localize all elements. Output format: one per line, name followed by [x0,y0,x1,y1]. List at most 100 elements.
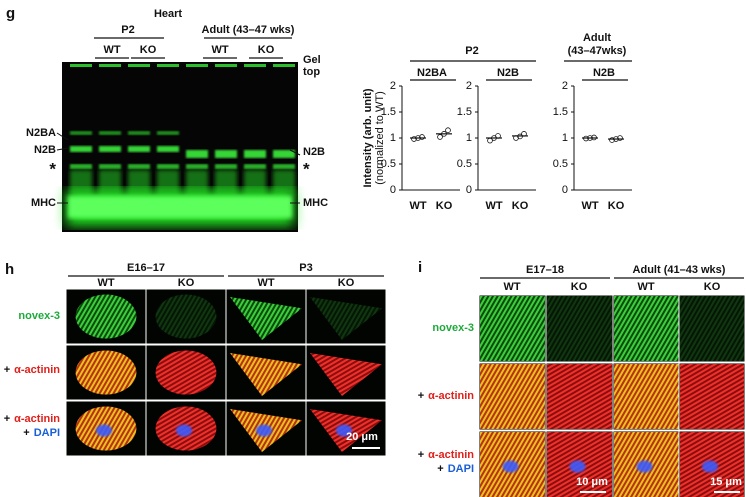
smear [70,170,92,196]
column-label: WT [257,277,274,289]
row-label: + α-actinin [4,364,61,376]
y-tick-label: 1.5 [553,106,568,118]
y-tick-label: 0 [466,184,472,196]
row-label-part: + [23,427,29,439]
nucleus [256,424,272,437]
row-label-part: α-actinin [428,449,474,461]
y-tick-label: 1.5 [381,106,396,118]
row-label-part: α-actinin [14,413,60,425]
band [244,150,266,158]
marker-label: * [303,159,310,178]
cell [75,350,137,395]
y-axis-label: (normalized to WT) [374,91,386,185]
plot-title: N2B [497,67,519,79]
x-tick-label: KO [512,200,529,212]
cell [230,297,302,340]
smear [157,170,179,196]
gel-bands [66,64,295,226]
band [70,164,92,169]
band [244,164,266,169]
y-tick-label: 0.5 [381,158,396,170]
nucleus [336,424,352,437]
y-tick-label: 2 [562,80,568,92]
smear [99,170,121,196]
x-tick-label: KO [436,200,453,212]
cell [75,294,137,339]
row-label-part: + [4,413,10,425]
band [99,164,121,169]
band [273,150,295,158]
rule [289,149,301,156]
tissue [614,296,679,361]
tissue [480,296,545,361]
group-label: E17–18 [526,264,564,276]
band [70,146,92,152]
group-label: Adult (43–47 wks) [202,24,295,36]
column-label: KO [704,281,721,293]
point [617,135,623,141]
row-label: novex-3 [432,322,474,334]
marker-label: MHC [303,197,328,209]
y-tick-label: 1 [466,132,472,144]
band [273,164,295,169]
lane-label: KO [258,44,275,56]
band [70,131,92,135]
y-axis-label: Intensity (arb. unit) [362,88,374,187]
group-label: (43–47wks) [568,45,627,57]
row-label-part: + [4,364,10,376]
y-tick-label: 2 [466,80,472,92]
group-label: E16–17 [127,262,165,274]
band [186,150,208,158]
lane-label: WT [211,44,228,56]
nucleus [636,460,653,473]
point [419,134,425,140]
y-tick-label: 1.5 [457,106,472,118]
well [244,64,266,67]
marker-label: N2B [34,144,56,156]
row-label: + α-actinin [418,390,475,402]
cell [155,294,217,339]
scale-bar-label: 15 μm [710,476,742,488]
band [215,150,237,158]
row-label: + α-actinin [4,413,61,425]
row-label-part: + [418,390,424,402]
smear [128,170,150,196]
point [609,137,615,143]
group-label: P2 [121,24,134,36]
x-tick-label: WT [409,200,426,212]
tissue [614,364,679,429]
tissue [547,364,612,429]
row-label-part: novex-3 [432,322,474,334]
group-label: Adult [583,32,611,44]
group-label: Adult (41–43 wks) [633,264,726,276]
y-tick-label: 0 [390,184,396,196]
nucleus [176,424,192,437]
micrographs [65,288,746,497]
smear [273,170,295,196]
row-label: + α-actinin [418,449,475,461]
point [411,136,417,142]
nucleus [569,460,586,473]
cell [230,353,302,396]
plot-title: N2BA [417,67,447,79]
row-label-part: + [437,463,443,475]
band [157,164,179,169]
band [99,146,121,152]
gel-top: top [303,66,320,78]
row-label: novex-3 [18,310,60,322]
row-label: + DAPI [437,463,474,475]
smear [244,170,266,196]
well [70,64,92,67]
rule [56,132,69,141]
band [128,131,150,135]
well [273,64,295,67]
row-label-part: DAPI [34,427,60,439]
y-tick-label: 1 [562,132,568,144]
panel-label: i [418,259,422,276]
point [437,134,443,140]
tissue [547,296,612,361]
band [215,164,237,169]
column-label: KO [571,281,588,293]
cell [155,350,217,395]
well [99,64,121,67]
